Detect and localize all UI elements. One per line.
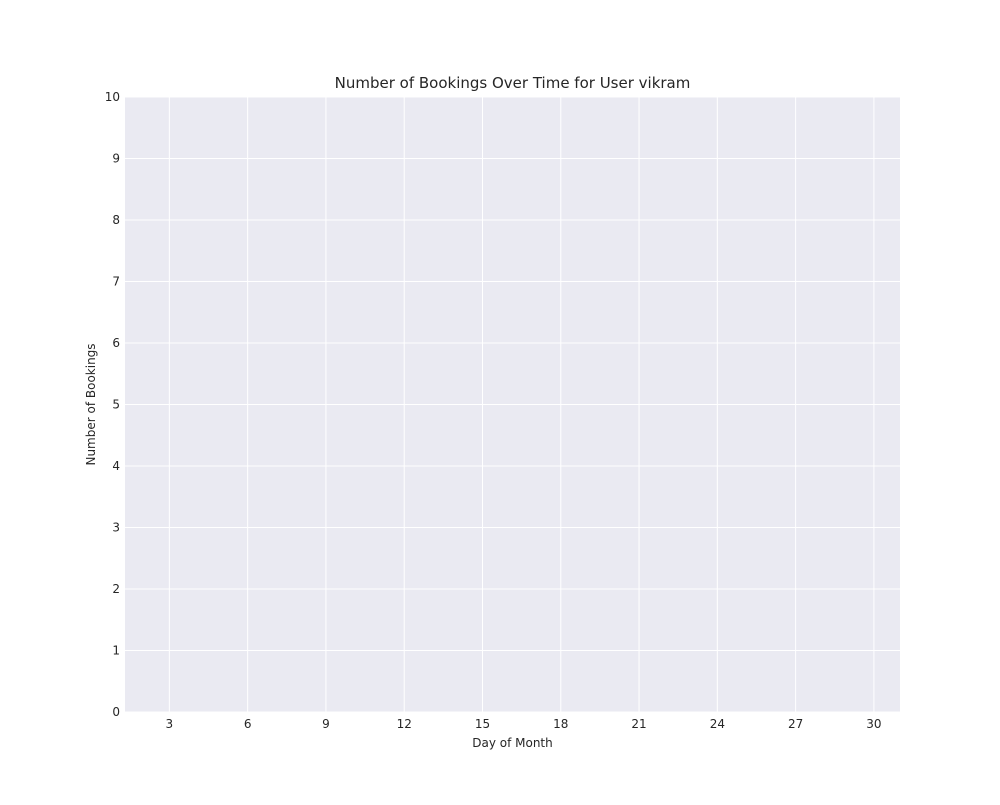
x-tick-label: 24 xyxy=(710,717,725,731)
y-tick-label: 10 xyxy=(105,90,120,104)
y-tick-label: 1 xyxy=(112,644,120,658)
y-tick-label: 2 xyxy=(112,582,120,596)
y-axis-ticks: 0 1 2 3 4 5 6 7 8 9 10 xyxy=(105,90,120,719)
y-tick-label: 7 xyxy=(112,275,120,289)
grid-lines xyxy=(125,96,900,713)
y-tick-label: 3 xyxy=(112,521,120,535)
x-tick-label: 30 xyxy=(866,717,881,731)
y-tick-label: 8 xyxy=(112,213,120,227)
x-tick-label: 18 xyxy=(553,717,568,731)
x-tick-label: 9 xyxy=(322,717,330,731)
y-tick-label: 9 xyxy=(112,152,120,166)
x-tick-label: 6 xyxy=(244,717,252,731)
x-tick-label: 27 xyxy=(788,717,803,731)
x-tick-label: 12 xyxy=(397,717,412,731)
x-tick-label: 21 xyxy=(631,717,646,731)
chart-title: Number of Bookings Over Time for User vi… xyxy=(335,74,691,92)
y-tick-label: 5 xyxy=(112,398,120,412)
x-tick-label: 15 xyxy=(475,717,490,731)
y-axis-label: Number of Bookings xyxy=(84,343,98,465)
x-axis-label: Day of Month xyxy=(472,736,553,750)
y-tick-label: 6 xyxy=(112,336,120,350)
x-axis-ticks: 3 6 9 12 15 18 21 24 27 30 xyxy=(166,717,882,731)
x-tick-label: 3 xyxy=(166,717,174,731)
y-tick-label: 0 xyxy=(112,705,120,719)
y-tick-label: 4 xyxy=(112,459,120,473)
